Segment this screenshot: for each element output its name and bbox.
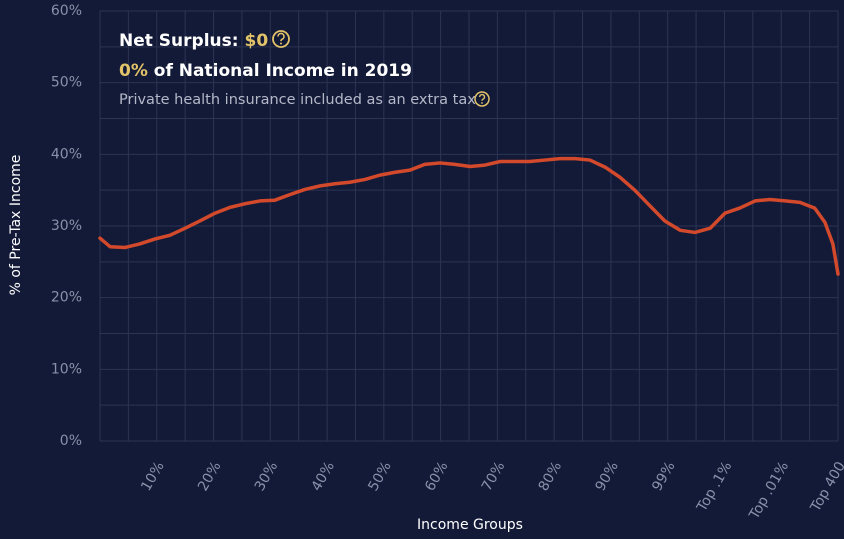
annotation-line: Net Surplus: $0	[119, 31, 268, 51]
y-tick-label: 50%	[51, 75, 82, 91]
y-tick-label: 10%	[51, 361, 82, 377]
plot	[98, 156, 840, 276]
grid	[99, 10, 839, 442]
annotation-note: Private health insurance included as an …	[119, 92, 476, 108]
help-icon[interactable]	[474, 91, 490, 107]
annotation-line: 0% of National Income in 2019	[119, 61, 412, 81]
y-tick-label: 0%	[60, 433, 82, 449]
series-line	[98, 156, 840, 276]
surplus-value: $0	[244, 31, 268, 51]
y-axis-title: % of Pre-Tax Income	[8, 155, 24, 296]
income-text: of National Income in 2019	[154, 61, 412, 81]
y-tick-label: 40%	[51, 146, 82, 162]
x-axis-title: Income Groups	[417, 517, 523, 533]
y-tick-label: 20%	[51, 290, 82, 306]
y-tick-label: 60%	[51, 3, 82, 19]
help-icon[interactable]	[272, 30, 290, 48]
income-share: 0%	[119, 61, 148, 81]
y-tick-label: 30%	[51, 218, 82, 234]
annotation: Net Surplus: $0 0% of National Income in…	[119, 30, 490, 108]
surplus-label: Net Surplus:	[119, 31, 239, 51]
